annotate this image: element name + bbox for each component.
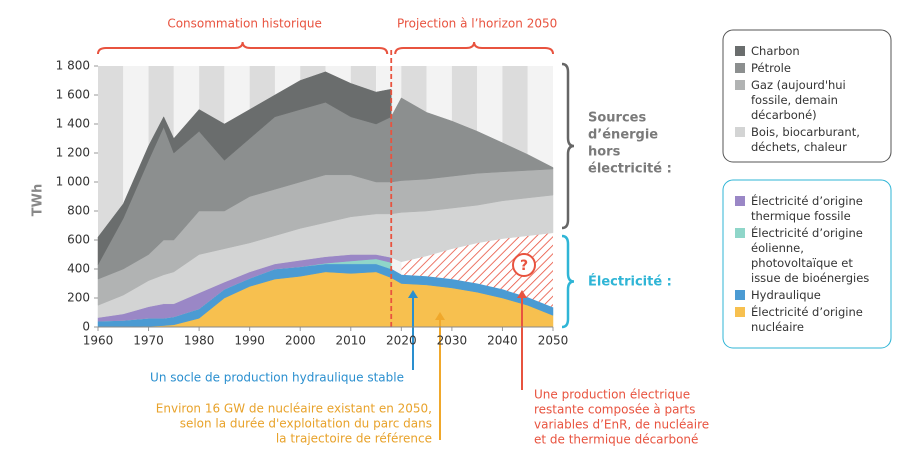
x-tick-label: 2000 [285, 334, 316, 348]
legend-entry: Électricité d’origine thermique fossile [735, 194, 885, 224]
legend-swatch [735, 307, 745, 317]
y-tick-label: 600 [67, 233, 90, 247]
y-tick-label: 1 400 [56, 117, 90, 131]
legend-label: Gaz (aujourd'hui fossile, demain décarbo… [751, 78, 846, 122]
annotation: hors [588, 145, 621, 160]
annotation: Sources [588, 111, 646, 126]
bracket [561, 234, 575, 329]
annotation: et de thermique décarboné [534, 433, 698, 447]
y-tick-label: 400 [67, 262, 90, 276]
question-badge [512, 253, 536, 277]
annotation: Consommation historique [167, 17, 322, 31]
x-tick-label: 2050 [538, 334, 569, 348]
legend: Électricité d’origine thermique fossile É… [735, 194, 885, 337]
y-tick-label: 1 800 [56, 59, 90, 73]
legend-swatch [735, 80, 745, 90]
annotation: variables d’EnR, de nucléaire [534, 418, 709, 432]
annotation: électricité : [588, 162, 672, 177]
annotation: la trajectoire de référence [276, 432, 432, 446]
x-tick-label: 2020 [386, 334, 417, 348]
legend-swatch [735, 228, 745, 238]
legend-swatch [735, 46, 745, 56]
y-tick-label: 1 200 [56, 146, 90, 160]
legend-entry: Électricité d’origine éolienne, photovol… [735, 226, 885, 286]
bracket [394, 41, 554, 55]
x-tick-label: 1990 [234, 334, 265, 348]
legend-entry: Pétrole [735, 61, 885, 76]
y-tick-label: 1 600 [56, 88, 90, 102]
legend-swatch [735, 196, 745, 206]
legend-entry: Électricité d’origine nucléaire [735, 305, 885, 335]
arrow-head [517, 290, 527, 298]
legend-label: Bois, biocarburant, déchets, chaleur [751, 125, 860, 154]
x-tick-label: 2030 [437, 334, 468, 348]
annotation: Projection à l’horizon 2050 [397, 17, 557, 31]
legend-entry: Bois, biocarburant, déchets, chaleur [735, 125, 885, 155]
legend-swatch [735, 127, 745, 137]
area [401, 232, 553, 308]
arrow-head [435, 312, 445, 320]
legend-entry: Gaz (aujourd'hui fossile, demain décarbo… [735, 78, 885, 123]
y-tick-label: 1 000 [56, 175, 90, 189]
legend-label: Électricité d’origine nucléaire [751, 305, 863, 334]
legend-label: Hydraulique [751, 288, 821, 302]
annotation: ? [520, 258, 528, 274]
y-tick-label: 800 [67, 204, 90, 218]
y-axis-label: TWh [31, 184, 46, 216]
x-tick-label: 2010 [336, 334, 367, 348]
legend-label: Pétrole [751, 61, 791, 75]
bracket [561, 62, 575, 230]
annotation: Environ 16 GW de nucléaire existant en 2… [156, 402, 432, 416]
legend-swatch [735, 290, 745, 300]
annotation: Une production électrique [534, 388, 690, 402]
y-tick-label: 200 [67, 291, 90, 305]
arrow-head [408, 290, 418, 298]
legend-label: Électricité d’origine thermique fossile [751, 194, 863, 223]
x-tick-label: 2040 [487, 334, 518, 348]
x-tick-label: 1960 [83, 334, 114, 348]
y-tick-label: 0 [82, 320, 90, 334]
legend-box [722, 29, 892, 163]
legend-swatch [735, 63, 745, 73]
legend-label: Électricité d’origine éolienne, photovol… [751, 226, 870, 285]
x-tick-label: 1970 [133, 334, 164, 348]
legend-label: Charbon [751, 44, 800, 58]
annotation: Électricité : [588, 274, 672, 290]
x-tick-label: 1980 [184, 334, 215, 348]
annotation: d’énergie [588, 128, 658, 143]
legend-box [722, 179, 892, 349]
annotation: restante composée à parts [534, 403, 695, 417]
annotation: Un socle de production hydraulique stabl… [150, 371, 404, 385]
legend-entry: Hydraulique [735, 288, 885, 303]
bracket [97, 41, 389, 55]
annotation: selon la durée d'exploitation du parc da… [180, 417, 432, 431]
legend: Charbon Pétrole Gaz (aujourd'hui fossile, … [735, 44, 885, 157]
legend-entry: Charbon [735, 44, 885, 59]
